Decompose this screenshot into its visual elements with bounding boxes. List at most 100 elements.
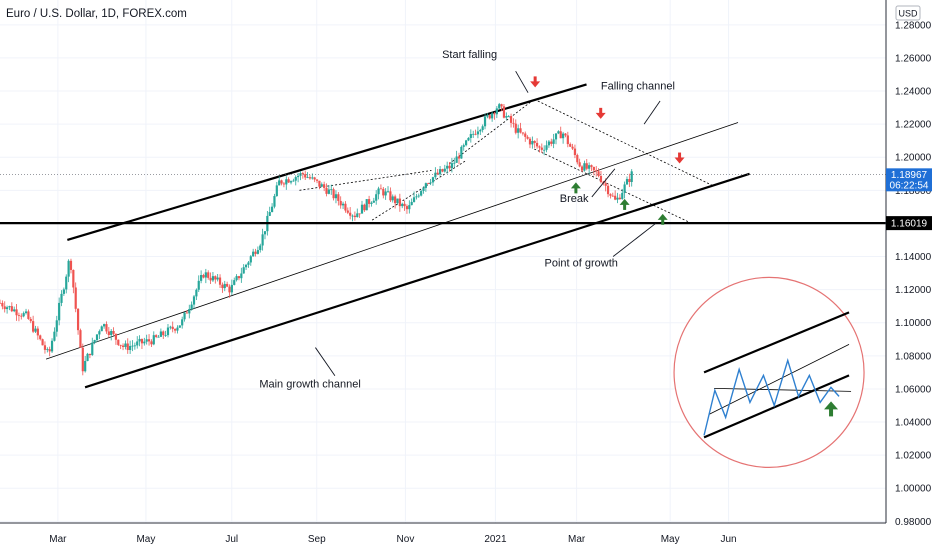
candle-body (233, 280, 236, 285)
price-tick-label: 1.24000 (895, 87, 932, 98)
candle-body (424, 183, 427, 188)
candle-body (630, 171, 633, 182)
candle-body (169, 326, 172, 328)
candle-body (483, 116, 487, 127)
candle-body (181, 319, 184, 326)
candle-body (216, 277, 219, 280)
candle-body (230, 284, 233, 293)
candle-body (616, 197, 619, 200)
candle-body (259, 245, 262, 251)
candle-body (386, 191, 390, 193)
candle-body (441, 169, 444, 172)
candle-body (107, 331, 110, 335)
candle-body (36, 328, 39, 336)
chart-title: Euro / U.S. Dollar, 1D, FOREX.com (6, 8, 187, 20)
horizontal-line-value: 1.16019 (891, 219, 928, 230)
candle-body (457, 156, 461, 159)
horizontal-line-tag: 1.16019 (886, 216, 932, 231)
candle-body (140, 338, 144, 344)
candle-body (429, 182, 432, 184)
candle-body (8, 306, 11, 308)
candle-body (351, 215, 354, 217)
candle-body (91, 342, 94, 356)
annotation-label: Break (560, 193, 589, 205)
candle-body (621, 192, 624, 200)
candle-body (3, 306, 6, 310)
candle-body (500, 104, 503, 107)
candle-body (360, 204, 364, 214)
candle-body (171, 326, 174, 330)
candle-body (117, 339, 120, 345)
candle-body (547, 141, 551, 146)
candle-body (377, 188, 380, 195)
candle-body (389, 191, 392, 201)
candle-body (294, 177, 297, 181)
candle-body (476, 131, 480, 135)
candle-body (138, 338, 141, 342)
inset-circle (673, 276, 865, 468)
candle-body (235, 276, 238, 281)
candle-body (401, 203, 404, 207)
candle-body (519, 128, 522, 133)
candle-body (472, 133, 475, 135)
candle-body (493, 113, 496, 115)
candle-body (365, 199, 368, 211)
trend-line-falling-channel-lower (534, 148, 689, 223)
candle-body (552, 139, 555, 144)
candle-body (540, 147, 543, 150)
candle-body (48, 349, 51, 352)
candle-body (207, 272, 210, 278)
leader-arrow (643, 100, 661, 125)
leader-arrow (515, 70, 529, 93)
price-tick-label: 0.98000 (895, 517, 932, 528)
price-tick-label: 1.26000 (895, 53, 932, 64)
candle-body (282, 183, 286, 185)
candle-body (311, 177, 314, 179)
candle-body (337, 194, 340, 201)
candle-body (209, 277, 212, 281)
candle-body (358, 213, 361, 215)
time-tick-label: Sep (308, 534, 326, 545)
candle-body (344, 203, 347, 211)
inset-diagram (673, 276, 865, 468)
candle-body (517, 128, 520, 133)
candle-body (580, 166, 584, 171)
price-tick-label: 1.00000 (895, 484, 932, 495)
candle-body (155, 335, 158, 337)
candle-body (164, 335, 167, 336)
candle-body (84, 361, 87, 372)
candle-body (323, 184, 326, 188)
candle-body (10, 306, 13, 312)
candle-body (308, 177, 312, 179)
candle-body (124, 343, 127, 347)
price-tick-label: 1.22000 (895, 120, 932, 131)
trend-line-falling-channel-upper (534, 98, 713, 186)
candle-body (512, 122, 515, 124)
currency-badge[interactable]: USD (895, 5, 921, 21)
annotation-label: Start falling (442, 49, 497, 61)
candle-body (379, 188, 383, 190)
candle-body (521, 132, 524, 134)
candle-body (204, 272, 207, 278)
candle-body (162, 331, 165, 336)
candle-body (611, 195, 614, 197)
candle-body (566, 135, 569, 145)
candle-body (292, 180, 295, 182)
candle-body (143, 341, 146, 344)
price-axis-ticks: 1.28000 1.26000 1.24000 1.22000 1.20000 1.180… (895, 20, 932, 528)
down-arrow-icon (530, 76, 541, 88)
candle-body (341, 203, 345, 206)
candle-body (533, 140, 536, 143)
candle-body (237, 276, 241, 279)
candle-body (221, 284, 224, 289)
candle-body (420, 190, 423, 196)
candle-body (105, 324, 108, 332)
candle-body (398, 198, 401, 207)
time-tick-label: May (136, 534, 155, 545)
candle-body (564, 133, 567, 136)
candle-body (412, 197, 416, 202)
candle-body (81, 347, 84, 372)
price-tick-label: 1.10000 (895, 318, 932, 329)
candle-body (535, 142, 539, 147)
